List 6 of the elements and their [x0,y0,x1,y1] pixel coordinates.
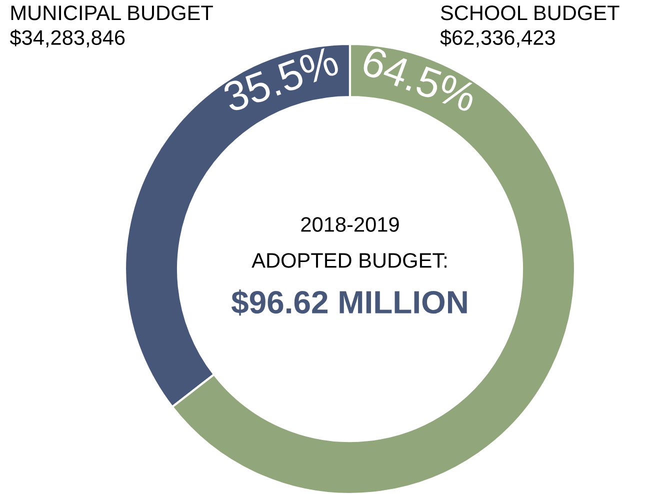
text: ADOPTED BUDGET: [252,253,446,268]
text: 2018-2019 [301,217,399,232]
slice-label: MUNICIPAL BUDGET $34,283,846 [10,5,213,48]
slice-label: SCHOOL BUDGET $62,336,423 [440,5,620,48]
text: $96.62 MILLION [231,290,467,316]
data-label: 35.5% [222,46,340,113]
